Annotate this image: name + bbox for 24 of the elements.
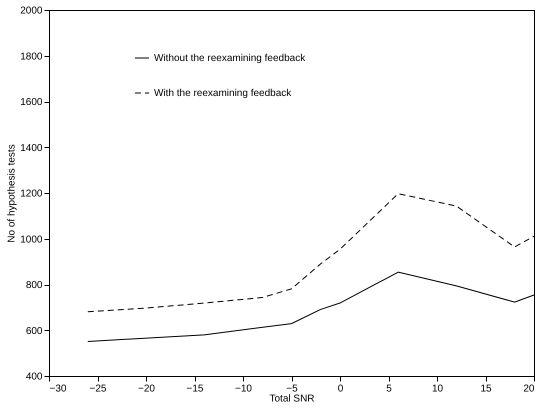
y-tick-label: 1800 bbox=[20, 51, 43, 62]
legend-label: With the reexamining feedback bbox=[154, 88, 292, 99]
y-axis-title: No of hypothesis tests bbox=[6, 144, 18, 243]
x-tick-label: 15 bbox=[480, 384, 492, 394]
x-tick-label: −30 bbox=[50, 384, 67, 394]
x-tick-label: 20 bbox=[523, 384, 535, 394]
x-tick-label: −5 bbox=[286, 384, 298, 394]
y-tick-label: 800 bbox=[26, 280, 43, 291]
y-tick-label: 600 bbox=[26, 326, 43, 337]
x-tick-label: −20 bbox=[138, 384, 156, 394]
x-tick-label: 10 bbox=[432, 384, 444, 394]
x-tick-label: 5 bbox=[386, 384, 392, 394]
y-tick-label: 1200 bbox=[20, 188, 43, 200]
y-tick-label: 1000 bbox=[20, 234, 43, 246]
x-tick-label: 0 bbox=[338, 384, 344, 394]
x-tick-label: −15 bbox=[186, 384, 204, 394]
y-tick-label: 1400 bbox=[20, 142, 43, 154]
y-tick-label: 1600 bbox=[20, 97, 43, 108]
x-tick-label: −25 bbox=[90, 384, 107, 394]
x-axis-title: Total SNR bbox=[269, 394, 315, 404]
y-tick-label: 2000 bbox=[20, 6, 43, 16]
legend-label: Without the reexamining feedback bbox=[154, 53, 306, 64]
x-tick-label: −10 bbox=[235, 384, 252, 394]
y-tick-label: 400 bbox=[26, 372, 43, 382]
